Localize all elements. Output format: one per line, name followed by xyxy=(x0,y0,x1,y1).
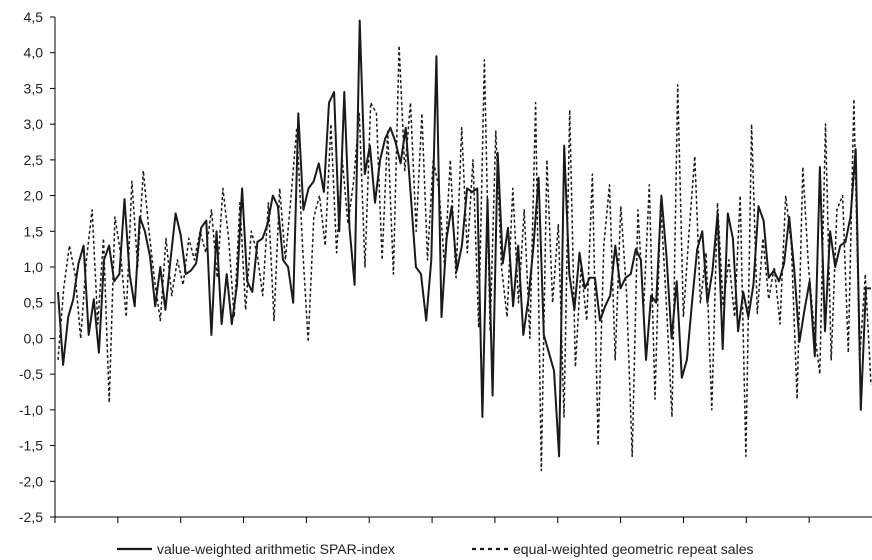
y-tick-label: 4,5 xyxy=(24,9,44,25)
y-tick-label: -1,5 xyxy=(19,438,43,454)
y-tick-label: 2,5 xyxy=(24,152,44,168)
y-tick-label: -2,5 xyxy=(19,509,43,525)
y-tick-label: -0,5 xyxy=(19,366,43,382)
legend-label-equal-weighted: equal-weighted geometric repeat sales xyxy=(513,541,753,557)
y-tick-label: 1,5 xyxy=(24,223,44,239)
y-tick-label: 3,0 xyxy=(24,116,44,132)
y-tick-label: -1,0 xyxy=(19,402,43,418)
y-tick-label: -2,0 xyxy=(19,473,43,489)
y-tick-label: 1,0 xyxy=(24,259,44,275)
y-tick-label: 3,5 xyxy=(24,80,44,96)
legend-label-value-weighted: value-weighted arithmetic SPAR-index xyxy=(157,541,395,557)
y-tick-label: 4,0 xyxy=(24,45,44,61)
y-tick-label: 2,0 xyxy=(24,188,44,204)
y-axis-ticks: 4,5 4,0 3,5 3,0 2,5 2,0 1,5 1,0 0,5 0,0 -0,5 -1,0 -1… xyxy=(19,9,55,525)
y-tick-label: 0,5 xyxy=(24,295,44,311)
legend: value-weighted arithmetic SPAR-index equ… xyxy=(117,541,753,557)
y-tick-label: 0,0 xyxy=(24,330,44,346)
x-axis-ticks xyxy=(54,517,810,523)
series-line-value-weighted xyxy=(57,19,871,458)
series-line-equal-weighted xyxy=(57,44,872,472)
series-layer xyxy=(57,19,872,472)
